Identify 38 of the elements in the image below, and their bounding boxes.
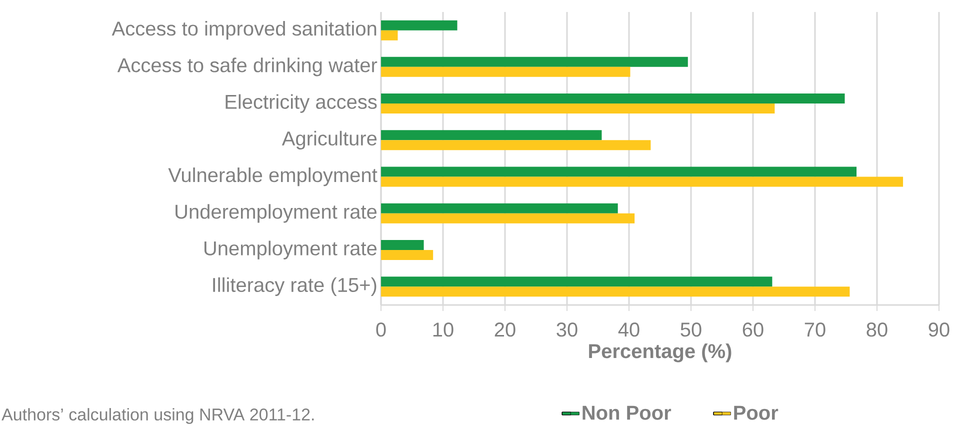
bar	[381, 30, 398, 40]
bar	[381, 130, 602, 140]
bar	[381, 276, 772, 287]
x-tick-label: 10	[433, 322, 454, 337]
x-tick-label: 40	[618, 322, 640, 337]
y-tick-label: Access to improved sanitation	[112, 20, 376, 40]
bar	[381, 166, 857, 177]
bar	[381, 176, 904, 187]
x-tick-label: 20	[494, 322, 516, 337]
bar	[381, 213, 635, 224]
bar	[381, 203, 618, 214]
text: Authors’ calculation using NRVA 2011-12.	[2, 408, 314, 424]
y-tick-label: Agriculture	[282, 130, 377, 150]
legend-label: Non Poor	[582, 406, 672, 420]
bar	[381, 20, 458, 30]
bar	[381, 66, 630, 77]
x-tick-label: 70	[804, 322, 826, 337]
bar	[381, 240, 424, 250]
bar	[381, 104, 775, 114]
bar	[381, 94, 845, 104]
x-tick-label: 50	[680, 322, 702, 337]
bar	[381, 56, 688, 67]
y-tick-label: Unemployment rate	[204, 240, 377, 260]
y-tick-label: Access to safe drinking water	[117, 58, 378, 76]
x-axis-title: Percentage (%)	[589, 344, 732, 362]
x-tick-label: 90	[928, 322, 950, 337]
bar	[381, 250, 434, 260]
y-tick-label: Underemployment rate	[176, 204, 377, 223]
bar	[381, 286, 850, 297]
x-tick-label: 0	[376, 322, 386, 337]
bar	[381, 140, 651, 150]
x-tick-label: 60	[742, 322, 764, 337]
y-tick-label: Vulnerable employment	[168, 167, 378, 186]
legend-label: Poor	[734, 406, 778, 420]
y-tick-label: Electricity access	[226, 94, 377, 113]
x-tick-label: 30	[556, 322, 578, 337]
x-tick-label: 80	[866, 322, 888, 337]
y-tick-label: Illiteracy rate (15+)	[213, 277, 376, 296]
